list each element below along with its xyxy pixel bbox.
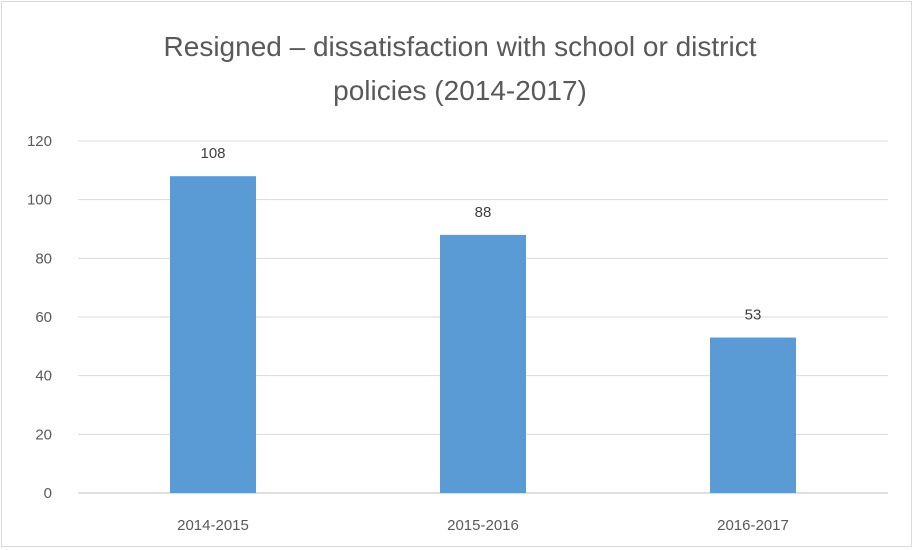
- bar-2014-2015: [170, 176, 256, 493]
- y-tick-label: 120: [27, 133, 52, 150]
- y-axis-ticks: 0 20 40 60 80 100 120: [27, 133, 52, 502]
- x-tick-label: 2015-2016: [447, 517, 519, 534]
- y-tick-label: 0: [44, 485, 52, 502]
- y-tick-label: 60: [35, 309, 52, 326]
- x-tick-label: 2014-2015: [177, 517, 249, 534]
- y-tick-label: 20: [35, 426, 52, 443]
- data-labels: 108 88 53: [200, 145, 761, 323]
- data-label: 108: [200, 145, 225, 162]
- x-axis-ticks: 2014-2015 2015-2016 2016-2017: [177, 517, 789, 534]
- data-label: 53: [745, 307, 762, 324]
- chart-title-line-1: Resigned – dissatisfaction with school o…: [164, 31, 757, 62]
- bars: [170, 176, 796, 493]
- x-tick-label: 2016-2017: [717, 517, 789, 534]
- y-tick-label: 40: [35, 368, 52, 385]
- data-label: 88: [475, 204, 492, 221]
- bar-2015-2016: [440, 234, 526, 493]
- chart-title-line-2: policies (2014-2017): [333, 75, 587, 106]
- chart-title: Resigned – dissatisfaction with school o…: [164, 31, 757, 106]
- y-tick-label: 80: [35, 250, 52, 267]
- bar-2016-2017: [710, 337, 796, 493]
- y-tick-label: 100: [27, 192, 52, 209]
